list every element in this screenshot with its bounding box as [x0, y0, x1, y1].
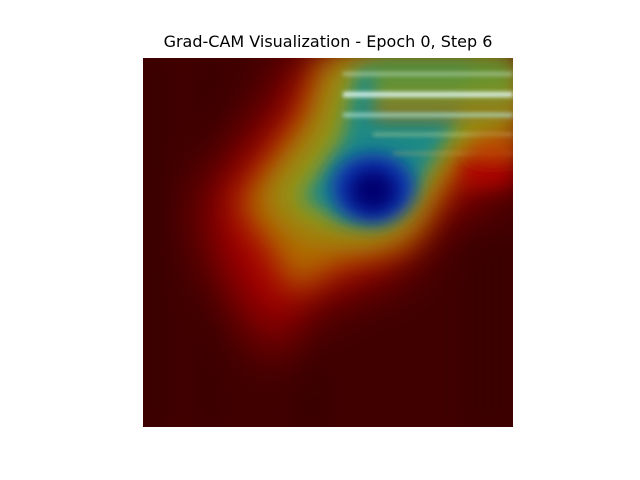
streaks: [343, 72, 513, 155]
gradcam-heatmap: [143, 58, 513, 427]
figure-title: Grad-CAM Visualization - Epoch 0, Step 6: [163, 32, 493, 51]
heatmap-image: [143, 58, 513, 427]
